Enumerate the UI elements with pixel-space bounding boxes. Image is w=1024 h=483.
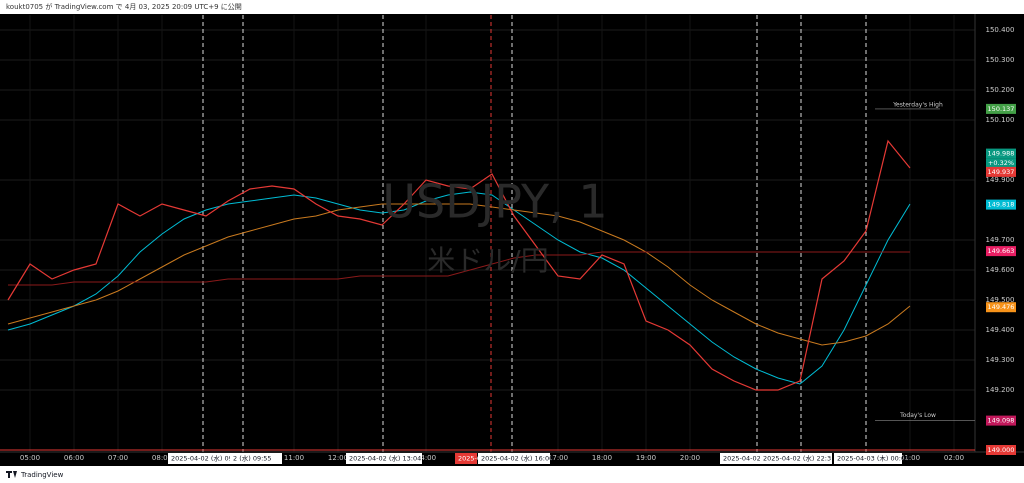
price-label-box [986, 302, 1016, 313]
price-label: 149.937 [988, 168, 1015, 176]
x-tick-label: 05:00 [20, 454, 40, 462]
price-label: 149.098 [988, 417, 1015, 425]
y-tick-label: 150.200 [986, 86, 1015, 94]
level-label: Yesterday's High [892, 101, 943, 108]
time-highlight-box [455, 453, 477, 464]
time-highlight-box [168, 453, 240, 464]
watermark-subtitle: 米ドル/円 [427, 244, 548, 277]
watermark: USDJPY, 1 [382, 175, 607, 229]
time-highlight: 2025-0 [458, 455, 481, 463]
x-tick-label: 17:00 [548, 454, 568, 462]
time-highlight: 2025-04-03 (木) 00:00 [837, 454, 909, 463]
series-line [7, 139, 911, 391]
price-label-box [986, 103, 1016, 114]
x-tick-label: 12:00 [328, 454, 348, 462]
price-label: 149.988 [988, 150, 1015, 158]
header-bar [0, 0, 1024, 14]
time-highlight: 2025-04-02 (水) 13:04 [349, 454, 421, 463]
time-highlight-box [478, 453, 550, 464]
time-highlight: 2025-04-02 (水 [723, 454, 772, 463]
x-tick-label: 08:00 [152, 454, 172, 462]
y-tick-label: 149.400 [986, 326, 1015, 334]
price-label-box [986, 246, 1016, 257]
time-highlight-box [720, 453, 760, 464]
price-label-box [986, 445, 1016, 455]
price-label: 149.818 [988, 201, 1015, 209]
y-tick-label: 149.200 [986, 386, 1015, 394]
price-label-box [986, 148, 1016, 159]
x-tick-label: 11:00 [284, 454, 304, 462]
x-tick-label: 07:00 [108, 454, 128, 462]
time-highlight: 2025-04-02 (水) 16:00 [481, 454, 553, 463]
price-label: 149.476 [988, 303, 1015, 311]
x-tick-label: 01:00 [900, 454, 920, 462]
x-tick-label: 20:00 [680, 454, 700, 462]
price-label: 149.663 [988, 247, 1015, 255]
price-label: 149.000 [988, 446, 1015, 454]
time-highlight: 2025-04-02 (水) 09:00 [171, 454, 243, 463]
logo [6, 471, 17, 478]
y-tick-label: 150.300 [986, 56, 1015, 64]
y-tick-label: 150.100 [986, 116, 1015, 124]
change-box [986, 158, 1016, 168]
y-tick-label: 149.700 [986, 236, 1015, 244]
series-line [7, 191, 911, 385]
y-tick-label: 149.300 [986, 356, 1015, 364]
level-label: Today's Low [899, 412, 936, 419]
series-line [8, 251, 910, 286]
time-highlight: 2 (水) 09:55 [233, 454, 272, 463]
time-highlight-box [760, 453, 832, 464]
x-tick-label: 19:00 [636, 454, 656, 462]
y-tick-label: 149.600 [986, 266, 1015, 274]
y-tick-label: 150.400 [986, 26, 1015, 34]
x-tick-label: 14:00 [416, 454, 436, 462]
time-highlight: 2025-04-02 (水) 22:3 [763, 454, 831, 463]
x-tick-label: 02:00 [944, 454, 964, 462]
price-label-box [986, 199, 1016, 210]
time-highlight-box [834, 453, 902, 464]
footer-bar [0, 466, 1024, 483]
price-label-box [986, 415, 1016, 426]
time-highlight-box [230, 453, 282, 464]
price-label-box [986, 166, 1016, 177]
y-tick-label: 149.500 [986, 296, 1015, 304]
change-label: +0.32% [988, 159, 1014, 167]
series-line [7, 203, 911, 346]
y-tick-label: 149.900 [986, 176, 1015, 184]
header: koukt0705 が TradingView.com で 4月 03, 202… [6, 2, 242, 11]
time-highlight-box [346, 453, 422, 464]
x-tick-label: 18:00 [592, 454, 612, 462]
plot [0, 15, 975, 452]
price-label: 150.137 [988, 105, 1015, 113]
x-tick-label: 06:00 [64, 454, 84, 462]
footer: TradingView [20, 471, 64, 479]
